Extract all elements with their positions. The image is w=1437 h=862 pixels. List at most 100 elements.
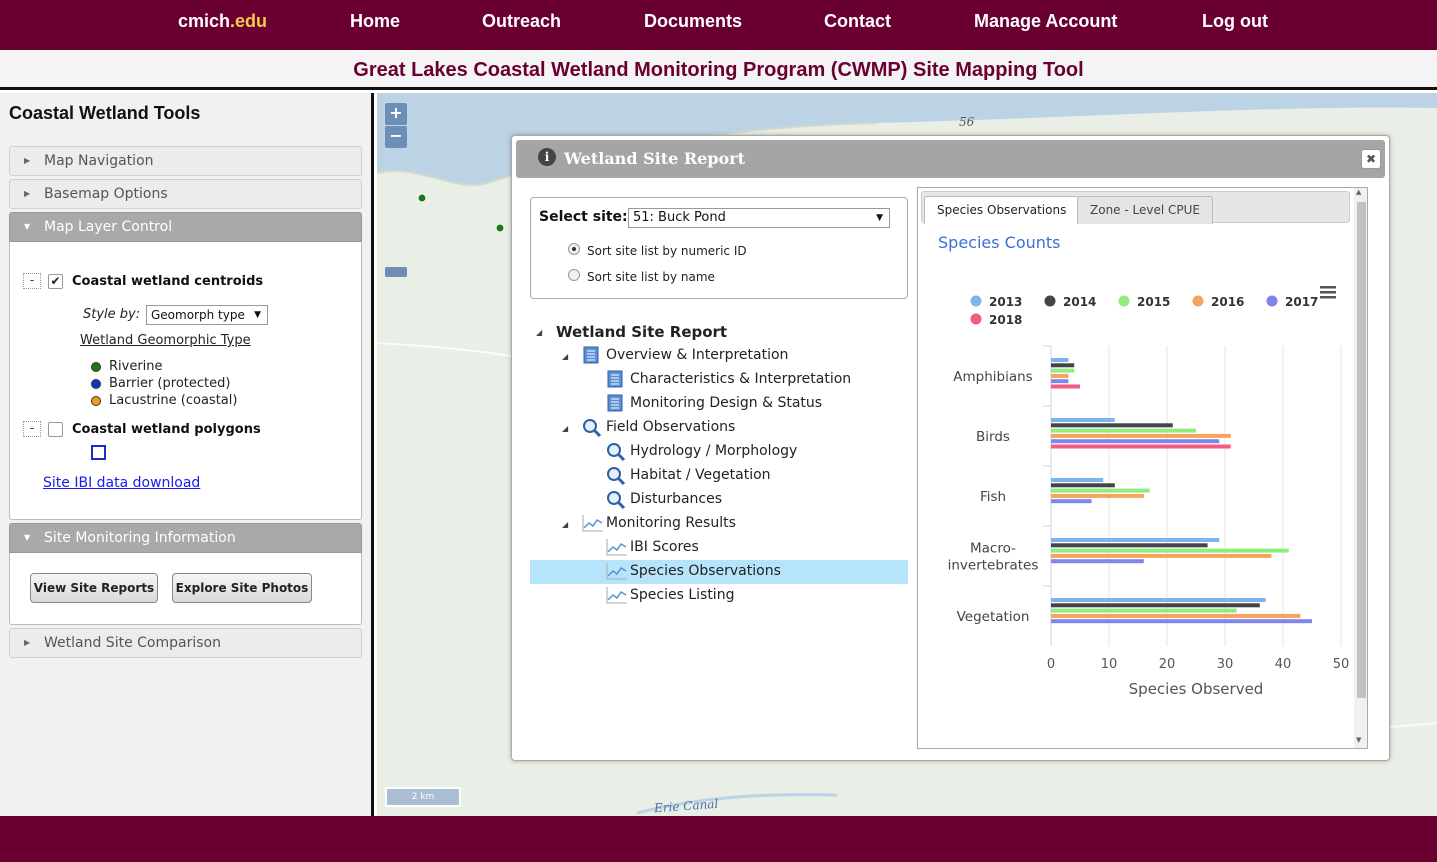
line-chart-icon [582,515,603,532]
chevron-down-icon: ▼ [254,310,261,320]
nav-manage-account[interactable]: Manage Account [974,11,1118,31]
close-button[interactable]: ✖ [1361,149,1381,169]
section-label: Map Navigation [44,153,154,169]
section-wetland-comparison[interactable]: ▶ Wetland Site Comparison [9,628,362,658]
scrollbar[interactable]: ▲ ▼ [1354,188,1367,748]
tree-field-observations[interactable]: Field Observations [606,419,736,435]
tree-root[interactable]: Wetland Site Report [556,323,728,341]
sidebar: Coastal Wetland Tools ▶ Map Navigation ▶… [0,93,374,816]
tree-disturbances[interactable]: Disturbances [630,491,723,507]
chart-panel: Species Observations Zone - Level CPUE S… [917,187,1368,749]
nav-home[interactable]: Home [350,11,401,31]
expand-icon[interactable]: ◢ [536,328,543,337]
tree-species-observations[interactable]: Species Observations [630,563,781,579]
line-chart-icon [606,539,627,556]
zoom-out-button[interactable]: − [385,126,407,148]
dialog-title: Wetland Site Report [564,149,745,168]
line-chart-icon [606,587,627,604]
brand-ext: .edu [230,11,268,31]
bar-2013 [1051,538,1220,542]
scrollbar-thumb[interactable] [1357,202,1366,698]
menu-icon[interactable] [1320,286,1336,299]
chevron-right-icon: ▶ [24,189,31,198]
dialog-header[interactable]: i Wetland Site Report ✖ [516,140,1385,178]
bar-2015 [1051,488,1150,493]
x-tick-label: 50 [1333,657,1350,672]
legend-title: Wetland Geomorphic Type [80,333,251,348]
ibi-download-link[interactable]: Site IBI data download [43,475,201,491]
section-map-layer-control[interactable]: ▼ Map Layer Control [9,212,362,242]
site-select[interactable]: 51: Buck Pond ▼ [628,208,890,228]
brand-main: cmich [178,11,231,31]
bar-2016 [1051,433,1231,438]
polygons-label: Coastal wetland polygons [72,422,261,437]
collapse-toggle[interactable]: - [23,421,41,437]
y-tick-label: Macro- [970,541,1016,557]
site-marker[interactable] [417,193,427,203]
bar-2016 [1051,493,1144,498]
lacustrine-dot-icon [91,396,101,406]
centroids-checkbox[interactable]: ✔ [48,274,63,289]
tree-species-listing[interactable]: Species Listing [630,587,735,603]
legend-marker-2014 [1044,295,1056,307]
nav-documents[interactable]: Documents [644,11,743,31]
scroll-down-icon[interactable]: ▼ [1356,736,1362,744]
select-site-label: Select site: [539,209,628,225]
expand-icon[interactable]: ◢ [562,424,569,433]
expand-icon[interactable]: ◢ [562,520,569,529]
tree-hydrology[interactable]: Hydrology / Morphology [630,443,798,459]
legend-label-2017: 2017 [1285,295,1318,309]
document-icon [607,394,623,412]
chevron-right-icon: ▶ [24,638,31,647]
style-by-select[interactable]: Geomorph type ▼ [146,305,268,325]
nav-log-out[interactable]: Log out [1202,11,1268,31]
nav-contact[interactable]: Contact [824,11,891,31]
erie-canal [636,793,838,815]
magnifier-icon [583,419,602,438]
legend-label-2015: 2015 [1137,295,1170,309]
sort-numeric-radio[interactable] [568,243,580,255]
section-label: Wetland Site Comparison [44,635,221,651]
brand-link[interactable]: cmich.edu [178,11,267,32]
x-tick-label: 20 [1159,657,1176,672]
tree-overview[interactable]: Overview & Interpretation [606,347,789,363]
section-map-navigation[interactable]: ▶ Map Navigation [9,146,362,176]
expand-icon[interactable]: ◢ [562,352,569,361]
chevron-down-icon: ▼ [24,222,31,231]
layer-control-panel: - ✔ Coastal wetland centroids Style by: … [9,242,362,520]
explore-site-photos-button[interactable]: Explore Site Photos [172,573,312,603]
y-tick-label: Vegetation [957,609,1030,625]
tree-habitat[interactable]: Habitat / Vegetation [630,467,771,483]
legend-marker-2018 [970,313,982,325]
y-tick-label: Fish [980,489,1006,505]
bar-2014 [1051,483,1115,488]
section-basemap-options[interactable]: ▶ Basemap Options [9,179,362,209]
section-label: Basemap Options [44,186,168,202]
bar-2017 [1051,379,1069,384]
legend-riverine: Riverine [109,359,163,374]
section-label: Site Monitoring Information [44,530,236,546]
bar-2018 [1051,444,1231,449]
tree-monitoring-results[interactable]: Monitoring Results [606,515,736,531]
scroll-up-icon[interactable]: ▲ [1356,188,1362,196]
scale-bar: 2 km [385,787,461,807]
section-site-monitoring[interactable]: ▼ Site Monitoring Information [9,523,362,553]
legend-marker-2016 [1192,295,1204,307]
tab-zone-level-cpue[interactable]: Zone - Level CPUE [1077,196,1213,224]
zoom-in-button[interactable]: + [385,103,407,125]
bar-2014 [1051,543,1208,548]
tab-species-observations[interactable]: Species Observations [924,196,1080,224]
collapse-toggle[interactable]: - [23,273,41,289]
site-marker[interactable] [495,223,505,233]
road-label: 56 [959,115,975,129]
zoom-slider-handle[interactable] [385,267,407,277]
x-tick-label: 30 [1217,657,1234,672]
sort-name-radio[interactable] [568,269,580,281]
nav-outreach[interactable]: Outreach [482,11,562,31]
tree-design[interactable]: Monitoring Design & Status [630,395,823,411]
tree-ibi-scores[interactable]: IBI Scores [630,539,699,555]
polygons-checkbox[interactable] [48,422,63,437]
chevron-down-icon: ▼ [24,533,31,542]
view-site-reports-button[interactable]: View Site Reports [30,573,158,603]
tree-characteristics[interactable]: Characteristics & Interpretation [630,371,852,387]
